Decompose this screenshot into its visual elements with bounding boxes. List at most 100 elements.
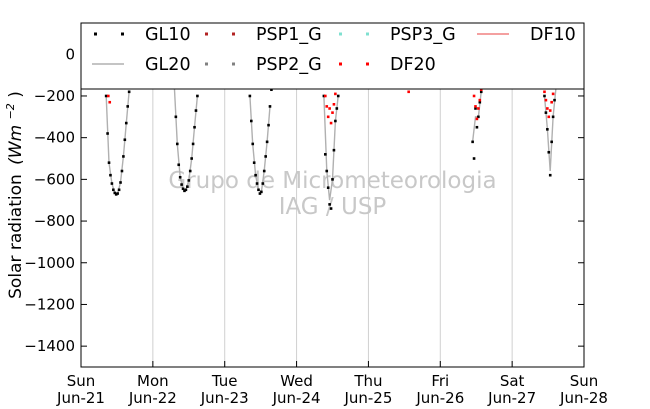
legend-swatch: [232, 62, 235, 66]
x-tick-day-label: Fri: [431, 372, 449, 390]
legend-label: DF20: [390, 55, 436, 75]
y-tick-label: −1200: [24, 295, 75, 313]
data-point-gl10: [326, 186, 330, 190]
data-point-gl10: [268, 105, 272, 108]
legend-swatch: [339, 62, 342, 66]
data-point-gl10: [260, 190, 263, 194]
data-point-df20: [479, 88, 483, 92]
data-point-gl10: [186, 185, 189, 188]
legend-label: GL10: [145, 25, 191, 45]
data-point-gl10: [548, 173, 552, 177]
data-point-df20: [546, 107, 549, 110]
data-point-gl10: [254, 173, 257, 177]
data-point-gl10: [265, 140, 269, 144]
data-point-gl10: [196, 94, 199, 98]
legend-entry-psp3_g: PSP3_G: [339, 25, 456, 45]
y-tick-label: 0: [65, 45, 75, 63]
y-axis-label-text: Solar radiation: [6, 174, 26, 299]
legend-label: DF10: [530, 25, 576, 45]
data-point-gl10: [251, 142, 255, 146]
y-tick-label: −1400: [24, 337, 75, 355]
watermark: Grupo de Micrometeorologia IAG / USP: [168, 168, 496, 220]
data-point-gl10: [475, 125, 479, 129]
data-point-df20: [478, 98, 482, 102]
series-line-gl20: [105, 91, 130, 195]
data-point-gl10: [261, 182, 265, 185]
legend-swatch: [366, 62, 369, 66]
y-tick-label: −1000: [24, 254, 75, 272]
data-point-gl10: [267, 123, 270, 127]
data-point-gl10: [119, 181, 122, 184]
data-point-gl10: [250, 119, 253, 123]
data-point-gl10: [471, 140, 474, 144]
x-tick-date-label: Jun-21: [56, 389, 105, 407]
data-point-gl10: [477, 115, 480, 119]
data-point-gl10: [550, 140, 553, 144]
legend-swatch: [205, 32, 208, 36]
data-point-gl10: [175, 142, 179, 146]
legend-label: PSP3_G: [390, 25, 456, 45]
data-point-gl10: [187, 179, 191, 182]
data-point-gl10: [543, 94, 546, 98]
data-point-gl10: [270, 88, 273, 92]
x-tick-day-label: Sun: [67, 372, 96, 390]
legend-swatch: [366, 32, 369, 36]
data-point-gl10: [252, 161, 256, 164]
x-axis-ticks: SunJun-21MonJun-22TueJun-23WedJun-24ThuJ…: [56, 361, 608, 407]
y-tick-label: −200: [34, 87, 75, 105]
data-point-gl10: [547, 150, 551, 154]
data-point-df20: [477, 107, 480, 110]
legend-entry-df20: DF20: [339, 55, 436, 75]
data-point-df20: [334, 92, 337, 96]
data-point-gl10: [180, 183, 183, 186]
data-point-df20: [325, 105, 329, 108]
data-point-df20: [547, 115, 551, 119]
data-point-gl10: [257, 188, 260, 192]
legend-label: GL20: [145, 55, 191, 75]
data-point-df20: [475, 117, 479, 121]
data-point-gl10: [113, 191, 117, 195]
data-point-gl10: [336, 94, 340, 98]
legend-label: PSP1_G: [256, 25, 322, 45]
y-axis-label-exponent: −2: [4, 103, 17, 119]
data-point-df20: [107, 94, 110, 98]
data-point-gl10: [177, 163, 181, 167]
data-point-gl10: [178, 175, 182, 179]
x-tick-day-label: Wed: [280, 372, 313, 390]
data-point-gl10: [332, 148, 336, 152]
data-point-gl10: [331, 178, 334, 181]
data-point-gl10: [478, 100, 482, 104]
data-point-gl10: [174, 115, 178, 119]
y-axis-label-close: ): [6, 91, 26, 98]
data-point-gl10: [181, 187, 185, 191]
data-point-gl10: [117, 188, 121, 192]
x-tick-date-label: Jun-28: [559, 389, 608, 407]
x-tick-date-label: Jun-24: [272, 389, 321, 407]
data-point-gl10: [184, 188, 188, 192]
data-point-gl10: [335, 107, 339, 110]
data-point-df20: [548, 109, 552, 112]
x-tick-date-label: Jun-25: [343, 389, 392, 407]
data-point-gl10: [264, 155, 267, 158]
x-tick-date-label: Jun-26: [415, 389, 464, 407]
y-tick-label: −600: [34, 170, 75, 188]
data-point-gl10: [553, 98, 556, 102]
data-point-gl10: [544, 111, 548, 114]
data-point-gl10: [546, 128, 549, 131]
data-point-gl10: [110, 182, 114, 185]
data-point-df20: [331, 111, 334, 114]
data-point-gl10: [191, 142, 195, 146]
data-point-gl10: [334, 119, 337, 123]
data-point-gl10: [472, 157, 476, 160]
data-point-df20: [328, 107, 331, 110]
data-point-gl10: [262, 169, 266, 173]
data-point-gl10: [325, 169, 329, 173]
data-point-gl10: [106, 132, 109, 135]
legend-swatch: [94, 32, 97, 36]
legend-entry-gl20: GL20: [92, 55, 191, 75]
data-point-df20: [474, 105, 477, 108]
y-axis-label-unit: (Wm: [6, 125, 26, 165]
data-point-gl10: [474, 107, 477, 110]
data-point-gl10: [190, 157, 193, 160]
